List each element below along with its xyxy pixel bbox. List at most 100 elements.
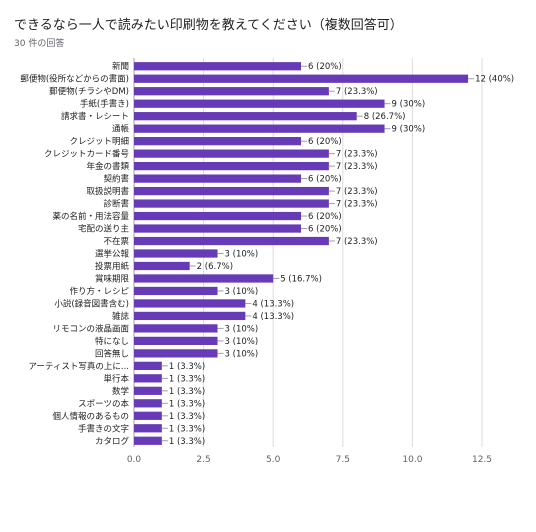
bar: [134, 324, 218, 333]
category-label: 通帳: [112, 124, 130, 135]
bar: [134, 137, 302, 146]
data-label: 1 (3.3%): [169, 412, 205, 422]
data-label: 3 (10%): [225, 250, 259, 260]
bar: [134, 149, 329, 158]
category-label: 郵便物(チラシやDM): [49, 86, 129, 97]
bar: [134, 411, 162, 420]
bar: [134, 62, 302, 71]
category-label: 郵便物(役所などからの書面): [20, 74, 129, 85]
category-label: 数学: [112, 386, 130, 397]
data-label: 6 (20%): [308, 175, 342, 185]
chart-title: できるなら一人で読みたい印刷物を教えてください（複数回答可）: [14, 18, 403, 33]
data-label: 3 (10%): [225, 324, 259, 334]
category-label: 特になし: [95, 336, 129, 347]
category-label: スポーツの本: [78, 398, 129, 409]
data-label: 3 (10%): [225, 349, 259, 359]
bar: [134, 299, 246, 308]
data-label: 4 (13.3%): [252, 299, 294, 309]
data-label: 7 (23.3%): [336, 162, 378, 172]
x-tick-label: 7.5: [336, 455, 350, 465]
bar: [134, 286, 218, 296]
category-label: 回答無し: [95, 348, 129, 359]
data-label: 12 (40%): [475, 75, 514, 85]
x-tick-label: 10.0: [402, 455, 422, 465]
category-label: 個人情報のあるもの: [52, 411, 129, 422]
category-label: 選挙公報: [95, 249, 130, 260]
data-label: 3 (10%): [225, 337, 259, 347]
category-label: 賞味期限: [95, 273, 130, 284]
x-tick-label: 12.5: [472, 455, 492, 465]
bar: [134, 161, 329, 171]
bar: [134, 374, 162, 383]
category-label: 契約書: [103, 174, 129, 185]
bar: [134, 74, 469, 83]
data-label: 2 (6.7%): [197, 262, 233, 272]
bar: [134, 249, 218, 258]
category-label: 手紙(手書き): [80, 99, 129, 110]
x-tick-label: 2.5: [196, 455, 210, 465]
category-label: 小説(録音図書含む): [54, 298, 129, 309]
data-label: 1 (3.3%): [169, 374, 205, 384]
category-label: 年金の書類: [86, 161, 129, 172]
category-label: クレジットカード番号: [44, 149, 129, 160]
data-label: 6 (20%): [308, 225, 342, 235]
data-label: 7 (23.3%): [336, 150, 378, 160]
category-label: リモコンの液晶画面: [52, 323, 129, 334]
category-label: 投票用紙: [95, 261, 130, 272]
bar: [134, 174, 302, 183]
data-label: 4 (13.3%): [252, 312, 294, 322]
category-label: 宅配の送り主: [78, 224, 130, 235]
data-label: 6 (20%): [308, 212, 342, 222]
bar: [134, 199, 329, 208]
category-label: 不在票: [103, 236, 129, 247]
bar: [134, 399, 162, 408]
data-label: 7 (23.3%): [336, 237, 378, 247]
bar: [134, 361, 162, 370]
data-label: 1 (3.3%): [169, 362, 205, 372]
bar: [134, 424, 162, 433]
bar: [134, 336, 218, 346]
bar: [134, 349, 218, 358]
response-count: 30 件の回答: [14, 39, 65, 49]
category-label: 手書きの文字: [78, 423, 129, 434]
data-label: 6 (20%): [308, 137, 342, 147]
bar: [134, 87, 329, 96]
bar: [134, 274, 274, 283]
category-label: クレジット明細: [69, 136, 129, 147]
x-tick-label: 0.0: [127, 455, 142, 465]
x-tick-label: 5.0: [266, 455, 281, 465]
bar: [134, 124, 385, 133]
data-label: 9 (30%): [392, 100, 426, 110]
data-label: 9 (30%): [392, 125, 426, 135]
data-label: 5 (16.7%): [280, 274, 322, 284]
category-label: カタログ: [95, 436, 130, 447]
data-label: 1 (3.3%): [169, 387, 205, 397]
bar: [134, 236, 329, 246]
category-label: 作り方・レシピ: [69, 286, 129, 297]
data-label: 3 (10%): [225, 287, 259, 297]
category-label: 雑誌: [112, 311, 130, 322]
data-label: 7 (23.3%): [336, 187, 378, 197]
category-label: アーティスト写真の上に...: [28, 361, 129, 372]
category-label: 請求書・レシート: [61, 111, 129, 122]
bar: [134, 186, 329, 196]
bar: [134, 224, 302, 233]
data-label: 1 (3.3%): [169, 424, 205, 434]
data-label: 8 (26.7%): [364, 112, 406, 122]
bar: [134, 211, 302, 221]
data-label: 7 (23.3%): [336, 87, 378, 97]
bar: [134, 386, 162, 395]
category-label: 単行本: [103, 373, 129, 384]
category-label: 薬の名前・用法容量: [52, 211, 129, 222]
data-label: 1 (3.3%): [169, 399, 205, 409]
data-label: 1 (3.3%): [169, 437, 205, 447]
bar: [134, 261, 190, 271]
category-label: 診断書: [103, 199, 129, 210]
bar: [134, 436, 162, 445]
category-label: 取扱説明書: [86, 186, 129, 197]
bar: [134, 311, 246, 321]
category-label: 新聞: [112, 61, 129, 72]
data-label: 6 (20%): [308, 62, 342, 72]
bar: [134, 99, 385, 108]
